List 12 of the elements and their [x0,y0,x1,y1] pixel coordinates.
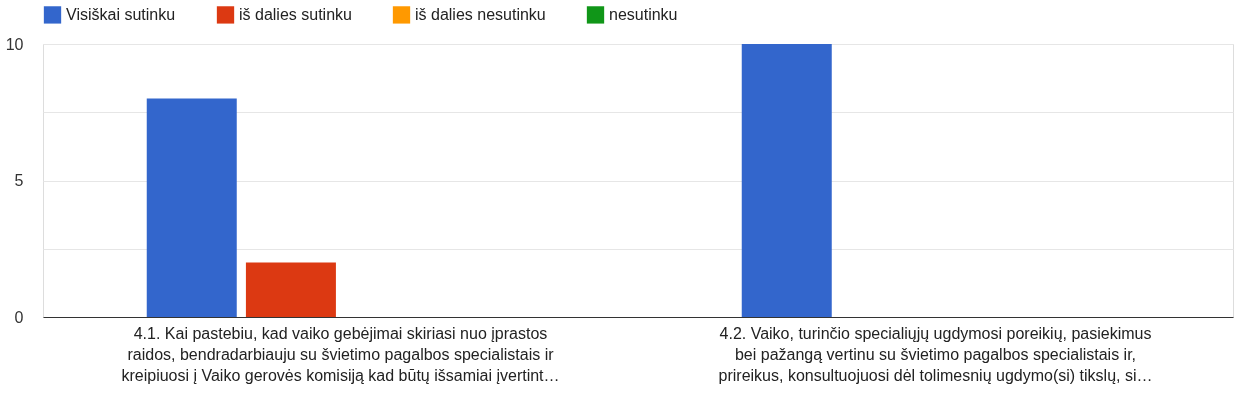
legend-label: iš dalies sutinku [239,5,352,23]
y-tick-label: 0 [14,308,24,326]
x-tick-label: 4.1. Kai pastebiu, kad vaiko gebėjimai skiriasi nuo įprastos raidos, bendradarbiauju su švietimo pagalbos specialistais ir kreipiuosi į Vaiko gerovės komisiją kad būtų išsamiai įvertint… [121,324,560,384]
y-tick-label: 10 [5,35,24,53]
legend-label: nesutinku [609,5,678,23]
bar [245,262,336,317]
y-tick-label: 5 [14,172,24,189]
legend-label: iš dalies nesutinku [415,5,546,23]
bar [146,98,237,317]
legend-label: Visiškai sutinku [66,5,176,23]
x-tick-label: 4.2. Vaiko, turinčio specialiųjų ugdymosi poreikių, pasiekimus bei pažangą vertinu su švietimo pagalbos specialistais ir, prireikus, konsultuojuosi dėl tolimesnių ugdymo(si) tikslų, si… [718,324,1153,384]
bar [741,44,832,317]
